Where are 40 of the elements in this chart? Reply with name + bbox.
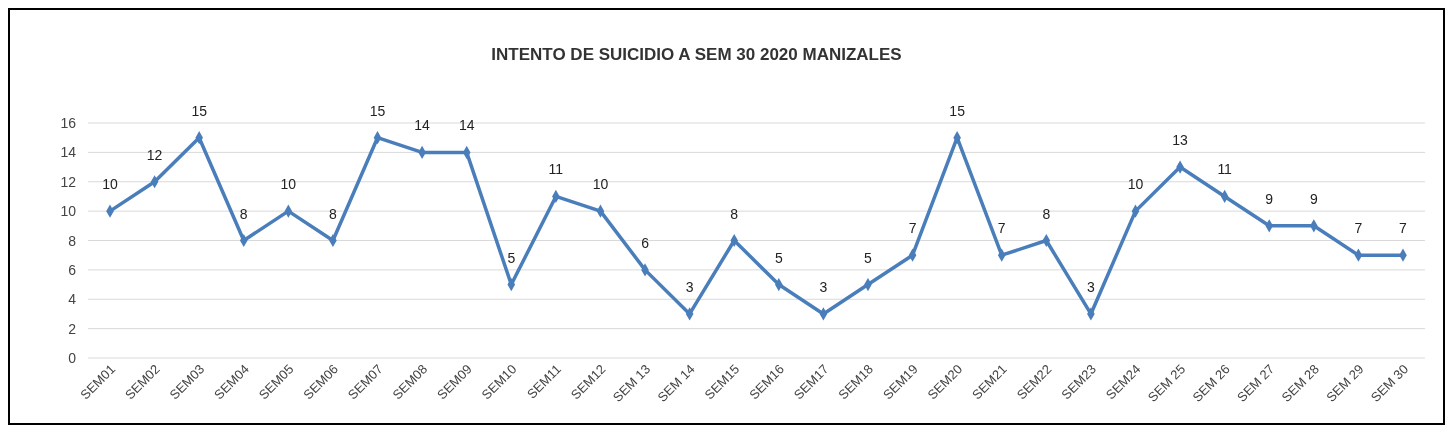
data-label: 7 (1354, 220, 1363, 237)
data-label: 8 (329, 205, 338, 222)
data-label: 10 (102, 176, 118, 193)
data-label: 5 (774, 249, 783, 266)
data-label: 5 (507, 249, 516, 266)
data-label: 11 (548, 161, 564, 178)
data-label: 7 (1399, 220, 1408, 237)
data-label: 10 (1127, 176, 1144, 193)
data-label: 9 (1265, 190, 1274, 207)
data-label: 3 (685, 278, 694, 295)
data-label: 10 (280, 176, 297, 193)
data-label: 7 (997, 220, 1006, 237)
data-label: 11 (1217, 161, 1233, 178)
data-label: 13 (1172, 132, 1189, 149)
y-tick-label: 4 (68, 291, 77, 308)
data-label: 15 (949, 102, 966, 119)
y-tick-label: 8 (68, 232, 77, 249)
data-label: 3 (1087, 278, 1095, 295)
data-label: 10 (592, 176, 609, 193)
data-label: 5 (864, 249, 873, 266)
data-label: 3 (819, 278, 828, 295)
chart-title: INTENTO DE SUICIDIO A SEM 30 2020 MANIZALES (491, 45, 902, 64)
y-tick-label: 0 (68, 350, 77, 366)
y-tick-label: 16 (60, 115, 77, 131)
data-label: 9 (1309, 190, 1318, 207)
data-label: 6 (641, 234, 650, 251)
y-tick-label: 12 (60, 173, 77, 190)
data-label: 8 (1042, 205, 1051, 222)
data-label: 14 (414, 117, 431, 134)
y-tick-label: 6 (68, 261, 77, 278)
y-tick-label: 10 (60, 203, 77, 220)
data-label: 12 (146, 146, 163, 163)
data-label: 8 (730, 205, 739, 222)
data-label: 15 (369, 102, 386, 119)
data-label: 14 (458, 117, 475, 134)
y-tick-label: 2 (68, 320, 77, 337)
y-tick-label: 14 (60, 144, 77, 161)
data-label: 15 (191, 102, 208, 119)
data-label: 7 (908, 220, 917, 237)
data-label: 8 (239, 205, 248, 222)
